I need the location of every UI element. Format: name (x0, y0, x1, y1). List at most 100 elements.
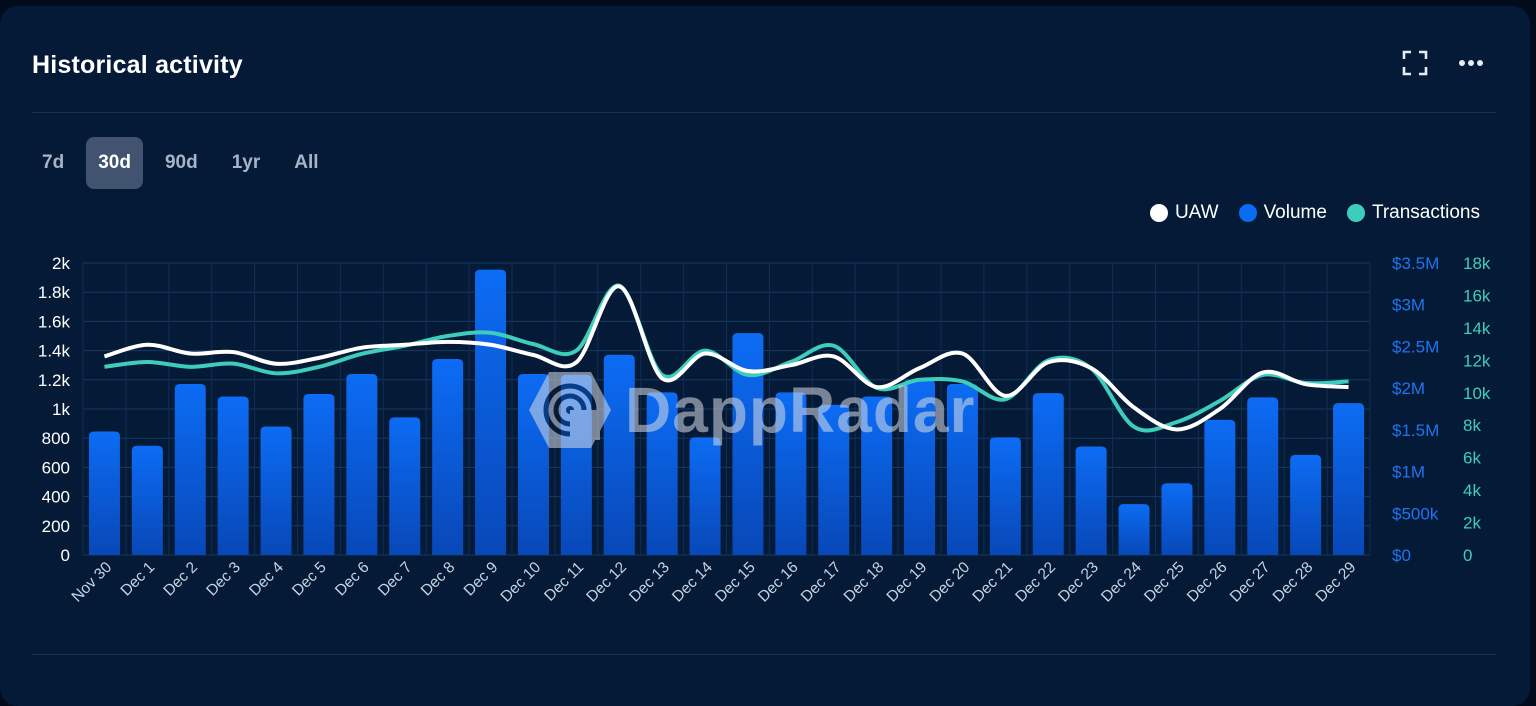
uaw-line[interactable] (103, 284, 1349, 432)
x-tick-label: Dec 29 (1313, 559, 1360, 606)
uaw-tick-label: 600 (42, 458, 70, 477)
uaw-tick-label: 1.4k (38, 342, 71, 361)
volume-tick-label: $3.5M (1392, 254, 1439, 273)
volume-bar[interactable] (775, 392, 807, 555)
legend-dot-uaw (1149, 204, 1168, 222)
footer-divider (32, 654, 1496, 655)
x-tick-label: Dec 27 (1227, 559, 1274, 606)
uaw-tick-label: 0 (61, 546, 70, 565)
uaw-tick-label: 2k (52, 254, 70, 273)
x-tick-label: Dec 22 (1012, 559, 1059, 606)
x-tick-label: Dec 14 (669, 559, 716, 606)
transactions-tick-label: 18k (1463, 254, 1491, 273)
legend-item-uaw[interactable]: UAW (1149, 202, 1219, 224)
volume-bar[interactable] (174, 383, 206, 555)
volume-bar[interactable] (432, 358, 464, 555)
volume-bar[interactable] (904, 379, 936, 555)
tab-all[interactable]: All (294, 152, 319, 173)
uaw-tick-label: 800 (42, 429, 70, 448)
x-tick-label: Dec 7 (375, 559, 416, 600)
x-tick-label: Dec 2 (160, 559, 201, 600)
volume-bar[interactable] (260, 426, 292, 555)
uaw-tick-label: 200 (42, 517, 70, 536)
volume-bar[interactable] (389, 417, 421, 555)
volume-bar[interactable] (303, 393, 335, 555)
volume-bar[interactable] (1333, 403, 1365, 555)
legend-dot-volume (1238, 204, 1257, 222)
volume-bar[interactable] (88, 431, 120, 555)
tab-30d[interactable]: 30d (86, 137, 143, 189)
volume-bar[interactable] (818, 404, 850, 555)
transactions-tick-label: 4k (1463, 481, 1481, 500)
volume-bar[interactable] (475, 269, 507, 555)
x-tick-label: Dec 18 (841, 559, 888, 606)
x-tick-label: Dec 1 (118, 559, 159, 600)
x-tick-label: Dec 20 (927, 559, 974, 606)
volume-bar[interactable] (346, 373, 378, 555)
volume-bar[interactable] (1118, 504, 1150, 555)
card-title: Historical activity (32, 51, 243, 79)
tab-1yr[interactable]: 1yr (231, 152, 261, 173)
volume-bar[interactable] (689, 437, 721, 555)
x-tick-label: Dec 23 (1055, 559, 1102, 606)
transactions-tick-label: 14k (1463, 319, 1491, 338)
volume-bar[interactable] (861, 396, 893, 555)
header-divider (32, 112, 1496, 113)
uaw-tick-label: 400 (42, 488, 70, 507)
x-tick-label: Dec 15 (712, 559, 759, 606)
x-tick-label: Dec 6 (332, 559, 373, 600)
volume-bar[interactable] (1247, 397, 1279, 555)
x-tick-label: Dec 25 (1141, 559, 1188, 606)
x-tick-label: Dec 9 (461, 559, 502, 600)
x-tick-label: Dec 28 (1270, 559, 1317, 606)
volume-bar[interactable] (989, 437, 1021, 555)
more-dots-icon[interactable] (1456, 48, 1486, 78)
volume-bar[interactable] (946, 383, 978, 555)
volume-tick-label: $500k (1392, 504, 1439, 523)
tab-90d[interactable]: 90d (164, 152, 198, 173)
x-tick-label: Dec 24 (1098, 559, 1145, 606)
x-tick-label: Dec 16 (755, 559, 802, 606)
x-tick-label: Dec 21 (969, 559, 1016, 606)
volume-bar[interactable] (1290, 454, 1322, 555)
volume-bar[interactable] (603, 354, 635, 555)
volume-tick-label: $3M (1392, 296, 1425, 315)
legend-dot-transactions (1346, 204, 1365, 222)
expand-icon[interactable] (1400, 48, 1430, 78)
transactions-tick-label: 8k (1463, 416, 1481, 435)
uaw-tick-label: 1.2k (38, 371, 71, 390)
tab-7d[interactable]: 7d (42, 152, 65, 173)
volume-bar[interactable] (131, 445, 163, 555)
volume-bar[interactable] (560, 374, 592, 555)
x-tick-label: Nov 30 (69, 559, 116, 606)
activity-chart: 0 200 400 600 800 1k 1.2k 1.4k 1.6k 1.8k 2k $0 $500… (38, 254, 1491, 606)
x-tick-label: Dec 26 (1184, 559, 1231, 606)
uaw-tick-label: 1.6k (38, 312, 71, 331)
x-tick-label: Dec 5 (289, 559, 330, 600)
volume-bar[interactable] (217, 396, 249, 555)
volume-bar[interactable] (732, 333, 764, 555)
legend-label-transactions: Transactions (1371, 202, 1480, 223)
volume-bar[interactable] (1161, 483, 1193, 555)
transactions-tick-label: 0 (1463, 546, 1472, 565)
transactions-tick-label: 2k (1463, 514, 1481, 533)
volume-bar[interactable] (1075, 446, 1107, 555)
volume-tick-label: $1.5M (1392, 421, 1439, 440)
transactions-tick-label: 16k (1463, 286, 1491, 305)
x-tick-label: Dec 10 (498, 559, 545, 606)
volume-bar[interactable] (517, 373, 549, 555)
legend-item-transactions[interactable]: Transactions (1346, 202, 1480, 224)
volume-tick-label: $1M (1392, 463, 1425, 482)
uaw-tick-label: 1k (52, 400, 70, 419)
volume-tick-label: $2M (1392, 379, 1425, 398)
volume-bar[interactable] (646, 392, 678, 555)
legend-item-volume[interactable]: Volume (1238, 202, 1327, 224)
volume-bar[interactable] (1032, 393, 1064, 555)
chart-legend: UAW Volume Transactions (1149, 202, 1480, 224)
legend-label-uaw: UAW (1174, 202, 1219, 223)
transactions-tick-label: 12k (1463, 351, 1491, 370)
x-tick-label: Dec 12 (583, 559, 630, 606)
volume-bar[interactable] (1204, 419, 1236, 555)
x-tick-label: Dec 4 (246, 559, 287, 600)
x-tick-label: Dec 11 (541, 559, 587, 605)
